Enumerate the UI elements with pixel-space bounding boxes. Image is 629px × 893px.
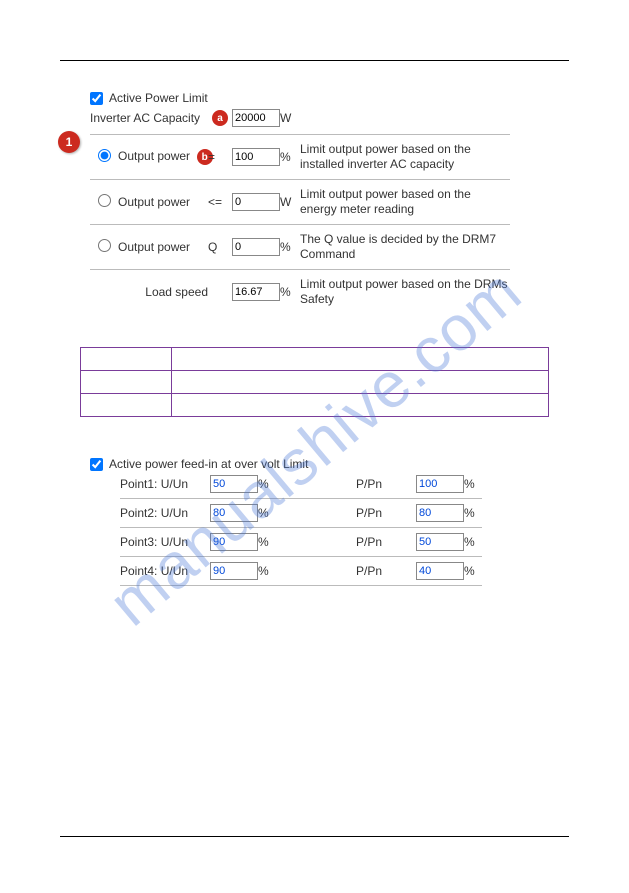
output-power-watt-input[interactable] xyxy=(232,193,280,211)
point1-label: Point1: U/Un xyxy=(120,477,210,491)
feed-in-overvolt-label: Active power feed-in at over volt Limit xyxy=(109,457,308,471)
load-speed-desc: Limit output power based on the DRMs Saf… xyxy=(300,277,510,307)
point3-p-label: P/Pn xyxy=(356,535,416,549)
point2-p-input[interactable] xyxy=(416,504,464,522)
point4-p-input[interactable] xyxy=(416,562,464,580)
output-power-q-label: Output power xyxy=(118,240,208,254)
point4-u-unit: % xyxy=(256,564,286,578)
point1-p-input[interactable] xyxy=(416,475,464,493)
inverter-capacity-input[interactable] xyxy=(232,109,280,127)
output-power-watt-label: Output power xyxy=(118,195,208,209)
inverter-capacity-label: Inverter AC Capacity xyxy=(90,111,208,125)
page: 1 Active Power Limit Inverter AC Capacit… xyxy=(0,0,629,893)
output-power-q-desc: The Q value is decided by the DRM7 Comma… xyxy=(300,232,510,262)
output-power-watt-unit: W xyxy=(278,195,300,209)
load-speed-label: Load speed xyxy=(118,285,208,299)
output-power-percent-input[interactable] xyxy=(232,148,280,166)
output-power-watt-radio[interactable] xyxy=(98,194,111,207)
row-separator xyxy=(90,224,510,225)
row-separator xyxy=(120,527,482,528)
point1-u-unit: % xyxy=(256,477,286,491)
active-power-limit-checkbox[interactable] xyxy=(90,92,103,105)
row-separator xyxy=(120,556,482,557)
overvolt-points-grid: Point1: U/Un % P/Pn % Point2: U/Un % P/P… xyxy=(120,475,569,587)
point2-p-unit: % xyxy=(462,506,482,520)
load-speed-unit: % xyxy=(278,285,300,299)
point3-p-unit: % xyxy=(462,535,482,549)
feed-in-overvolt-checkbox-row: Active power feed-in at over volt Limit xyxy=(90,457,569,471)
bottom-rule xyxy=(60,836,569,837)
point4-p-label: P/Pn xyxy=(356,564,416,578)
point4-p-unit: % xyxy=(462,564,482,578)
output-power-percent-radio[interactable] xyxy=(98,149,111,162)
load-speed-input[interactable] xyxy=(232,283,280,301)
point3-p-input[interactable] xyxy=(416,533,464,551)
point2-label: Point2: U/Un xyxy=(120,506,210,520)
point1-p-label: P/Pn xyxy=(356,477,416,491)
feed-in-overvolt-checkbox[interactable] xyxy=(90,458,103,471)
output-power-percent-unit: % xyxy=(278,150,300,164)
row-separator xyxy=(120,585,482,586)
output-power-percent-desc: Limit output power based on the installe… xyxy=(300,142,510,172)
row-separator xyxy=(120,498,482,499)
point2-p-label: P/Pn xyxy=(356,506,416,520)
empty-purple-table xyxy=(80,347,549,417)
point4-u-input[interactable] xyxy=(210,562,258,580)
callout-badge-a: a xyxy=(212,110,228,126)
power-limit-grid: Inverter AC Capacity a W Output power b … xyxy=(90,109,569,307)
output-power-watt-operator: <= xyxy=(208,195,232,209)
output-power-percent-operator: = xyxy=(208,150,232,164)
output-power-q-input[interactable] xyxy=(232,238,280,256)
top-rule xyxy=(60,60,569,61)
active-power-limit-section: 1 Active Power Limit Inverter AC Capacit… xyxy=(90,91,569,307)
point4-label: Point4: U/Un xyxy=(120,564,210,578)
row-separator xyxy=(90,134,510,135)
output-power-q-operator: Q xyxy=(208,240,232,254)
point3-u-unit: % xyxy=(256,535,286,549)
output-power-q-radio[interactable] xyxy=(98,239,111,252)
active-power-limit-checkbox-row: Active Power Limit xyxy=(90,91,569,105)
active-power-limit-label: Active Power Limit xyxy=(109,91,208,105)
row-separator xyxy=(90,269,510,270)
row-separator xyxy=(90,179,510,180)
output-power-watt-desc: Limit output power based on the energy m… xyxy=(300,187,510,217)
inverter-capacity-unit: W xyxy=(278,111,300,125)
output-power-percent-label: Output power b xyxy=(118,149,208,166)
callout-badge-1: 1 xyxy=(58,131,80,153)
point2-u-unit: % xyxy=(256,506,286,520)
point1-p-unit: % xyxy=(462,477,482,491)
point1-u-input[interactable] xyxy=(210,475,258,493)
point3-u-input[interactable] xyxy=(210,533,258,551)
output-power-q-unit: % xyxy=(278,240,300,254)
feed-in-overvolt-section: Active power feed-in at over volt Limit … xyxy=(90,457,569,587)
point3-label: Point3: U/Un xyxy=(120,535,210,549)
point2-u-input[interactable] xyxy=(210,504,258,522)
